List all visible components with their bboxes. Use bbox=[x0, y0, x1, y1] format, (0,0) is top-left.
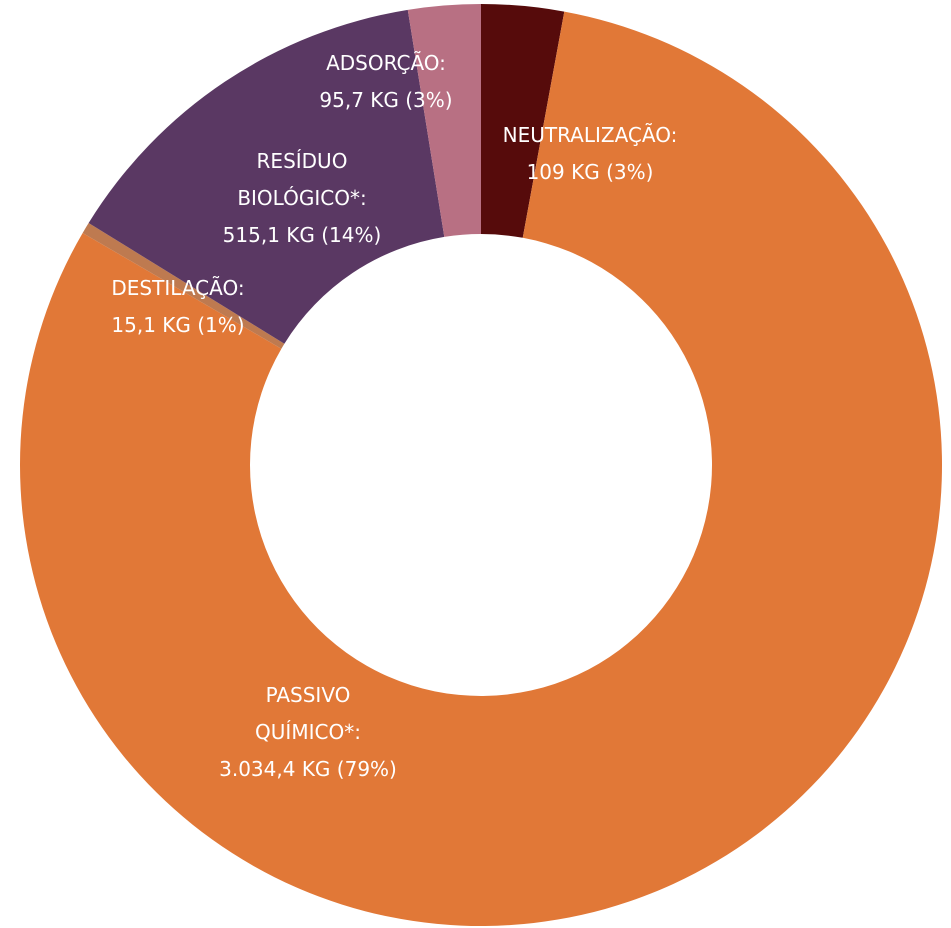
slice-label-line: 3.034,4 KG (79%) bbox=[219, 757, 397, 781]
slice-label-line: NEUTRALIZAÇÃO: bbox=[503, 123, 678, 147]
slice-destilacao bbox=[82, 223, 285, 349]
slice-label-adsorcao: ADSORÇÃO: 95,7 KG (3%) bbox=[319, 51, 452, 112]
slice-label-passivo-quimico: PASSIVO QUÍMICO*: 3.034,4 KG (79%) bbox=[219, 683, 397, 781]
slice-label-residuo-biologico: RESÍDUO BIOLÓGICO*: 515,1 KG (14%) bbox=[223, 149, 382, 247]
slice-label-line: 15,1 KG (1%) bbox=[111, 313, 244, 337]
slice-neutralizacao bbox=[481, 4, 565, 238]
slice-label-line: PASSIVO bbox=[266, 683, 351, 707]
slice-label-line: 109 KG (3%) bbox=[527, 160, 654, 184]
slice-residuo-biologico bbox=[88, 9, 445, 344]
slice-label-line: 515,1 KG (14%) bbox=[223, 223, 382, 247]
slice-label-line: 95,7 KG (3%) bbox=[319, 88, 452, 112]
slice-label-line: RESÍDUO bbox=[257, 149, 348, 173]
slice-passivo-quimico bbox=[19, 11, 943, 926]
donut-slices bbox=[19, 4, 943, 926]
slice-label-line: ADSORÇÃO: bbox=[326, 51, 446, 75]
slice-label-line: DESTILAÇÃO: bbox=[111, 276, 244, 300]
slice-label-destilacao: DESTILAÇÃO: 15,1 KG (1%) bbox=[111, 276, 244, 337]
slice-adsorcao bbox=[407, 4, 481, 237]
slice-label-line: BIOLÓGICO*: bbox=[237, 186, 366, 210]
slice-labels: NEUTRALIZAÇÃO: 109 KG (3%) PASSIVO QUÍMICO*… bbox=[111, 51, 677, 781]
slice-label-line: QUÍMICO*: bbox=[255, 720, 361, 744]
slice-label-neutralizacao: NEUTRALIZAÇÃO: 109 KG (3%) bbox=[503, 123, 678, 184]
